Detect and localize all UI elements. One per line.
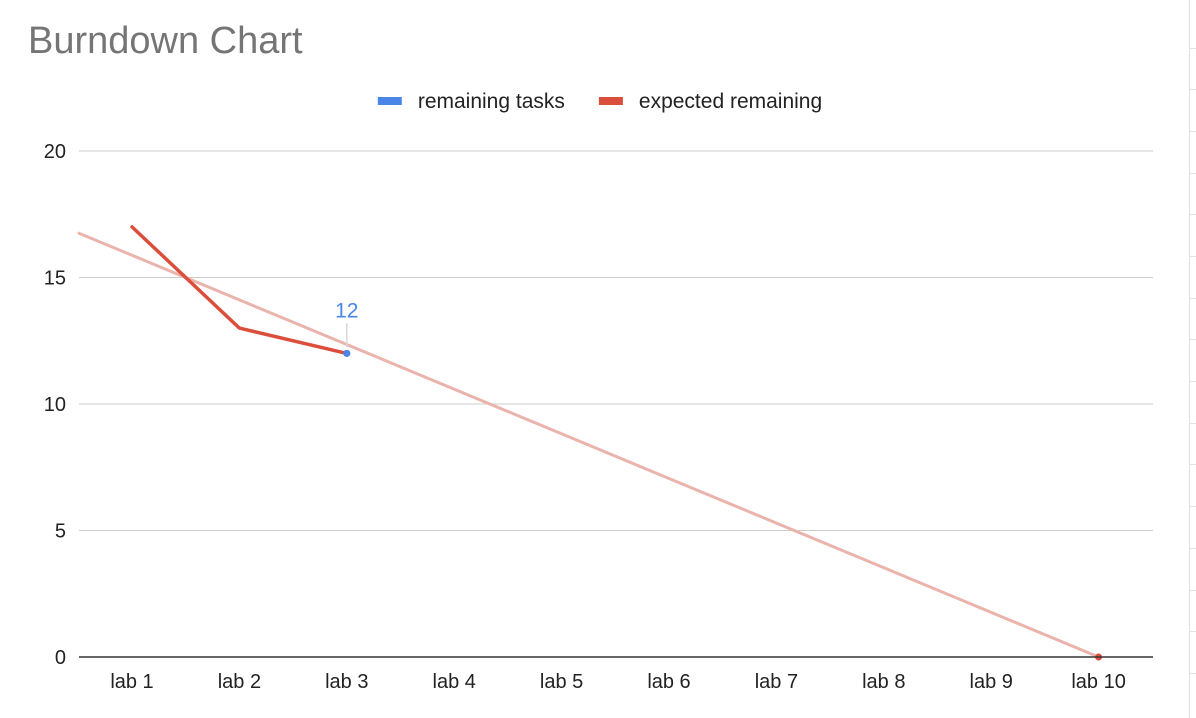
- legend-swatch: [377, 97, 402, 105]
- data-labels: 12: [335, 299, 358, 357]
- x-tick-label: lab 9: [970, 671, 1013, 693]
- legend-item[interactable]: expected remaining: [598, 90, 822, 113]
- x-tick-label: lab 5: [540, 671, 583, 693]
- trendline: [77, 231, 1101, 659]
- x-tick-label: lab 10: [1071, 671, 1126, 693]
- legend-label: remaining tasks: [418, 90, 565, 113]
- scrollbar-edge[interactable]: [1189, 0, 1196, 718]
- axes: 0 5 10 15 20 lab 1 lab 2 lab 3 lab 4 lab 5 lab 6 la…: [44, 141, 1153, 693]
- gridlines: [79, 150, 1153, 531]
- series-line: [130, 225, 349, 356]
- x-tick-label: lab 2: [218, 671, 261, 693]
- y-tick-label: 10: [44, 394, 66, 416]
- x-tick-label: lab 8: [862, 671, 905, 693]
- x-tick-label: lab 6: [647, 671, 690, 693]
- y-tick-label: 0: [55, 647, 66, 669]
- x-tick-label: lab 3: [325, 671, 368, 693]
- legend[interactable]: remaining tasks expected remaining: [377, 90, 822, 113]
- series-group: [130, 225, 1103, 661]
- data-point: [343, 349, 351, 357]
- x-tick-label: lab 4: [433, 671, 476, 693]
- legend-swatch: [598, 97, 623, 105]
- y-tick-label: 5: [55, 521, 66, 543]
- legend-label: expected remaining: [639, 90, 822, 113]
- x-tick-label: lab 1: [110, 671, 153, 693]
- x-tick-label: lab 7: [755, 671, 798, 693]
- trendline-group: [77, 231, 1101, 659]
- y-tick-label: 20: [44, 141, 66, 163]
- y-tick-label: 15: [44, 268, 66, 290]
- data-label: 12: [335, 299, 358, 322]
- legend-item[interactable]: remaining tasks: [377, 90, 565, 113]
- chart-title: Burndown Chart: [28, 20, 303, 62]
